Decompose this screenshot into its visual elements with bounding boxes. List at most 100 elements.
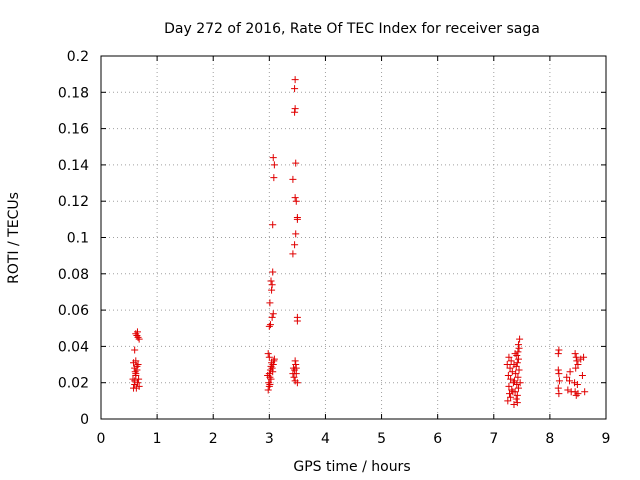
data-point bbox=[266, 299, 274, 307]
data-point bbox=[293, 379, 301, 387]
data-point bbox=[555, 370, 563, 378]
data-point bbox=[265, 382, 273, 390]
data-point bbox=[504, 371, 512, 379]
data-point bbox=[581, 388, 589, 396]
data-point bbox=[514, 373, 522, 381]
data-point bbox=[514, 348, 522, 356]
data-point bbox=[563, 373, 571, 381]
data-point bbox=[516, 379, 524, 387]
data-point bbox=[269, 154, 277, 162]
data-point bbox=[134, 361, 142, 369]
data-point bbox=[574, 390, 582, 398]
data-point bbox=[266, 381, 274, 389]
data-point bbox=[289, 364, 297, 372]
data-points bbox=[129, 76, 589, 408]
data-point bbox=[573, 357, 581, 365]
y-tick-label: 0.02 bbox=[58, 376, 89, 392]
data-point bbox=[268, 286, 276, 294]
x-tick-label: 0 bbox=[97, 431, 106, 447]
data-point bbox=[554, 350, 562, 358]
data-point bbox=[268, 313, 276, 321]
data-point bbox=[269, 368, 277, 376]
data-point bbox=[513, 399, 521, 407]
data-point bbox=[508, 386, 516, 394]
y-tick-label: 0.12 bbox=[58, 194, 89, 210]
y-tick-label: 0 bbox=[80, 412, 89, 428]
data-point bbox=[578, 371, 586, 379]
data-point bbox=[266, 321, 274, 329]
y-tick-label: 0.08 bbox=[58, 267, 89, 283]
data-point bbox=[291, 357, 299, 365]
data-point bbox=[512, 395, 520, 403]
data-point bbox=[293, 214, 301, 222]
data-point bbox=[509, 388, 517, 396]
x-tick-label: 6 bbox=[433, 431, 442, 447]
y-axis-title: ROTI / TECUs bbox=[6, 192, 22, 284]
x-tick-label: 5 bbox=[377, 431, 386, 447]
data-point bbox=[291, 85, 299, 93]
y-tick-label: 0.06 bbox=[58, 303, 89, 319]
data-point bbox=[555, 377, 563, 385]
data-point bbox=[132, 371, 140, 379]
data-point bbox=[514, 384, 522, 392]
data-point bbox=[134, 333, 142, 341]
data-point bbox=[265, 370, 273, 378]
data-point bbox=[269, 361, 277, 369]
data-point bbox=[131, 368, 139, 376]
data-point bbox=[566, 377, 574, 385]
x-tick-label: 1 bbox=[153, 431, 162, 447]
y-tick-label: 0.18 bbox=[58, 85, 89, 101]
data-point bbox=[265, 353, 273, 361]
data-point bbox=[264, 350, 272, 358]
data-point bbox=[504, 397, 512, 405]
data-point bbox=[555, 346, 563, 354]
data-point bbox=[580, 353, 588, 361]
chart-title: Day 272 of 2016, Rate Of TEC Index for r… bbox=[164, 21, 540, 37]
data-point bbox=[268, 281, 276, 289]
data-point bbox=[554, 366, 562, 374]
x-tick-label: 3 bbox=[265, 431, 274, 447]
data-point bbox=[292, 361, 300, 369]
data-point bbox=[132, 357, 140, 365]
data-point bbox=[507, 393, 515, 401]
data-point bbox=[572, 391, 580, 399]
data-point bbox=[516, 335, 524, 343]
data-point bbox=[291, 76, 299, 84]
data-point bbox=[130, 384, 138, 392]
data-point bbox=[291, 366, 299, 374]
data-point bbox=[131, 346, 139, 354]
data-point bbox=[264, 371, 272, 379]
data-point bbox=[508, 368, 516, 376]
data-point bbox=[133, 379, 141, 387]
y-tick-label: 0.14 bbox=[58, 158, 89, 174]
x-tick-label: 4 bbox=[321, 431, 330, 447]
data-point bbox=[511, 377, 519, 385]
tick-labels: 0 1 2 3 4 5 6 7 8 9 0 0.02 0.04 0.06 0.08 0.1 0.12 0.14 0.… bbox=[58, 49, 611, 447]
data-point bbox=[507, 357, 515, 365]
data-point bbox=[292, 370, 300, 378]
y-tick-label: 0.16 bbox=[58, 122, 89, 138]
data-point bbox=[514, 355, 522, 363]
data-point bbox=[133, 328, 141, 336]
data-point bbox=[265, 322, 273, 330]
data-point bbox=[555, 390, 563, 398]
data-point bbox=[269, 268, 277, 276]
x-tick-label: 7 bbox=[489, 431, 498, 447]
data-point bbox=[270, 357, 278, 365]
data-point bbox=[512, 370, 520, 378]
data-point bbox=[292, 197, 300, 205]
data-point bbox=[573, 381, 581, 389]
data-point bbox=[510, 400, 518, 408]
data-point bbox=[512, 362, 520, 370]
data-point bbox=[269, 310, 277, 318]
data-point bbox=[270, 161, 278, 169]
x-axis-title: GPS time / hours bbox=[293, 459, 410, 475]
x-tick-label: 2 bbox=[209, 431, 218, 447]
data-point bbox=[514, 341, 522, 349]
data-point bbox=[503, 361, 511, 369]
data-point bbox=[267, 277, 275, 285]
data-point bbox=[293, 317, 301, 325]
data-point bbox=[574, 361, 582, 369]
grid-lines bbox=[101, 56, 606, 419]
